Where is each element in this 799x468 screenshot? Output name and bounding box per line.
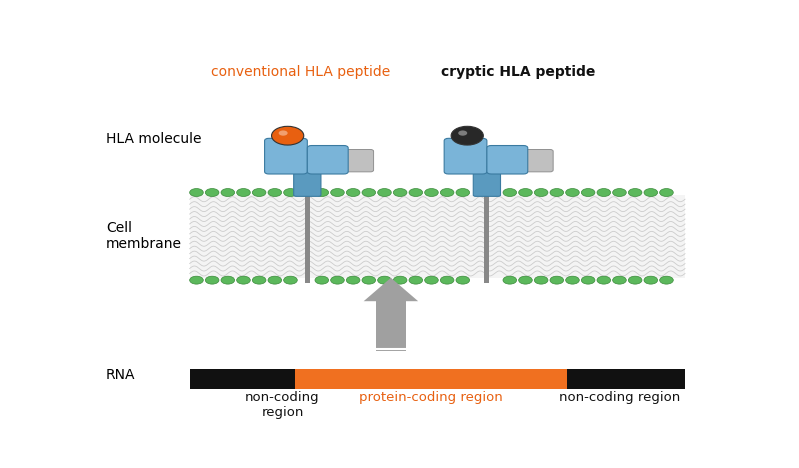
- Bar: [376, 301, 406, 351]
- Circle shape: [268, 276, 281, 284]
- Circle shape: [550, 189, 563, 197]
- Bar: [305, 190, 310, 281]
- Circle shape: [566, 276, 579, 284]
- Circle shape: [519, 276, 532, 284]
- Circle shape: [582, 276, 595, 284]
- Circle shape: [237, 189, 250, 197]
- Bar: [484, 190, 489, 281]
- Bar: [189, 195, 685, 278]
- Circle shape: [252, 276, 266, 284]
- Circle shape: [189, 276, 203, 284]
- Circle shape: [315, 276, 328, 284]
- FancyBboxPatch shape: [294, 167, 321, 197]
- Circle shape: [378, 276, 392, 284]
- Circle shape: [613, 189, 626, 197]
- Circle shape: [409, 276, 423, 284]
- Circle shape: [458, 131, 467, 136]
- Text: protein-coding region: protein-coding region: [360, 391, 503, 404]
- Circle shape: [189, 189, 203, 197]
- Circle shape: [252, 189, 266, 197]
- Circle shape: [550, 276, 563, 284]
- Circle shape: [613, 276, 626, 284]
- Text: HLA molecule: HLA molecule: [106, 132, 201, 146]
- Circle shape: [205, 189, 219, 197]
- Circle shape: [205, 276, 219, 284]
- Circle shape: [362, 276, 376, 284]
- Circle shape: [331, 276, 344, 284]
- Bar: [484, 190, 489, 283]
- Circle shape: [221, 276, 235, 284]
- Text: conventional HLA peptide: conventional HLA peptide: [212, 65, 391, 79]
- Circle shape: [409, 189, 423, 197]
- Circle shape: [440, 189, 454, 197]
- Bar: [567, 369, 685, 389]
- Circle shape: [393, 189, 407, 197]
- Circle shape: [346, 189, 360, 197]
- Text: Cell
membrane: Cell membrane: [106, 221, 182, 251]
- Circle shape: [268, 189, 281, 197]
- Text: non-coding
region: non-coding region: [245, 391, 320, 419]
- Circle shape: [597, 276, 610, 284]
- Circle shape: [451, 126, 483, 145]
- FancyBboxPatch shape: [444, 139, 487, 174]
- Circle shape: [362, 189, 376, 197]
- Circle shape: [315, 189, 328, 197]
- Bar: [295, 369, 567, 389]
- Circle shape: [331, 189, 344, 197]
- FancyBboxPatch shape: [473, 167, 500, 197]
- Circle shape: [644, 189, 658, 197]
- Text: cryptic HLA peptide: cryptic HLA peptide: [441, 65, 595, 79]
- Circle shape: [660, 276, 674, 284]
- Circle shape: [221, 189, 235, 197]
- Circle shape: [582, 189, 595, 197]
- Circle shape: [284, 276, 297, 284]
- Text: RNA: RNA: [106, 368, 136, 382]
- Circle shape: [660, 189, 674, 197]
- Circle shape: [628, 189, 642, 197]
- Circle shape: [424, 189, 439, 197]
- Bar: [189, 369, 295, 389]
- Circle shape: [346, 276, 360, 284]
- Circle shape: [378, 189, 392, 197]
- Polygon shape: [364, 278, 418, 301]
- Circle shape: [440, 276, 454, 284]
- FancyBboxPatch shape: [517, 149, 553, 172]
- Circle shape: [424, 276, 439, 284]
- Text: non-coding region: non-coding region: [559, 391, 681, 404]
- Circle shape: [456, 189, 470, 197]
- Circle shape: [503, 276, 517, 284]
- Circle shape: [272, 126, 304, 145]
- Circle shape: [628, 276, 642, 284]
- Circle shape: [535, 189, 548, 197]
- Circle shape: [519, 189, 532, 197]
- Circle shape: [284, 189, 297, 197]
- Circle shape: [597, 189, 610, 197]
- Circle shape: [237, 276, 250, 284]
- FancyBboxPatch shape: [308, 146, 348, 174]
- Circle shape: [644, 276, 658, 284]
- Circle shape: [279, 131, 288, 136]
- FancyBboxPatch shape: [338, 149, 374, 172]
- Circle shape: [456, 276, 470, 284]
- Circle shape: [566, 189, 579, 197]
- Bar: [305, 190, 310, 283]
- FancyBboxPatch shape: [264, 139, 308, 174]
- Circle shape: [393, 276, 407, 284]
- Circle shape: [503, 189, 517, 197]
- FancyBboxPatch shape: [487, 146, 528, 174]
- Circle shape: [535, 276, 548, 284]
